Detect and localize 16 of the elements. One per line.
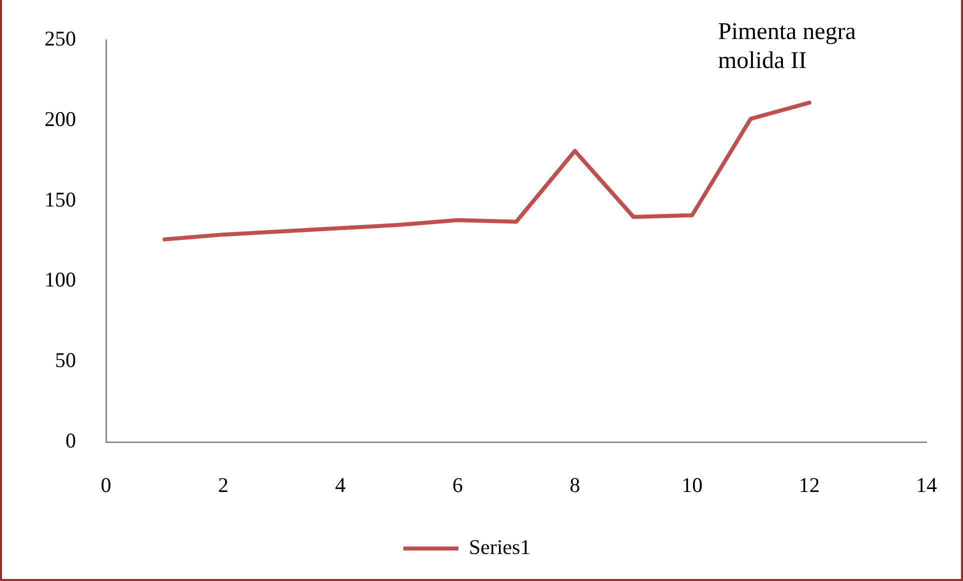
y-tick-label: 250	[44, 26, 76, 51]
x-tick-label: 10	[682, 473, 703, 498]
x-tick-label: 2	[218, 473, 228, 498]
x-tick-label: 14	[916, 473, 938, 498]
x-tick-label: 12	[798, 473, 820, 498]
y-tick-label: 100	[44, 268, 76, 292]
x-tick-label: 4	[335, 473, 346, 498]
y-tick-label: 150	[44, 187, 76, 212]
chart-title: Pimenta negra molida II	[718, 18, 857, 76]
x-tick-label: 6	[452, 473, 463, 498]
y-tick-label: 0	[66, 428, 76, 453]
legend-label: Series1	[468, 535, 531, 560]
x-tick-label: 8	[570, 473, 580, 498]
y-tick-label: 50	[55, 348, 76, 372]
x-tick-label: 0	[100, 473, 112, 498]
y-tick-label: 200	[44, 106, 76, 131]
